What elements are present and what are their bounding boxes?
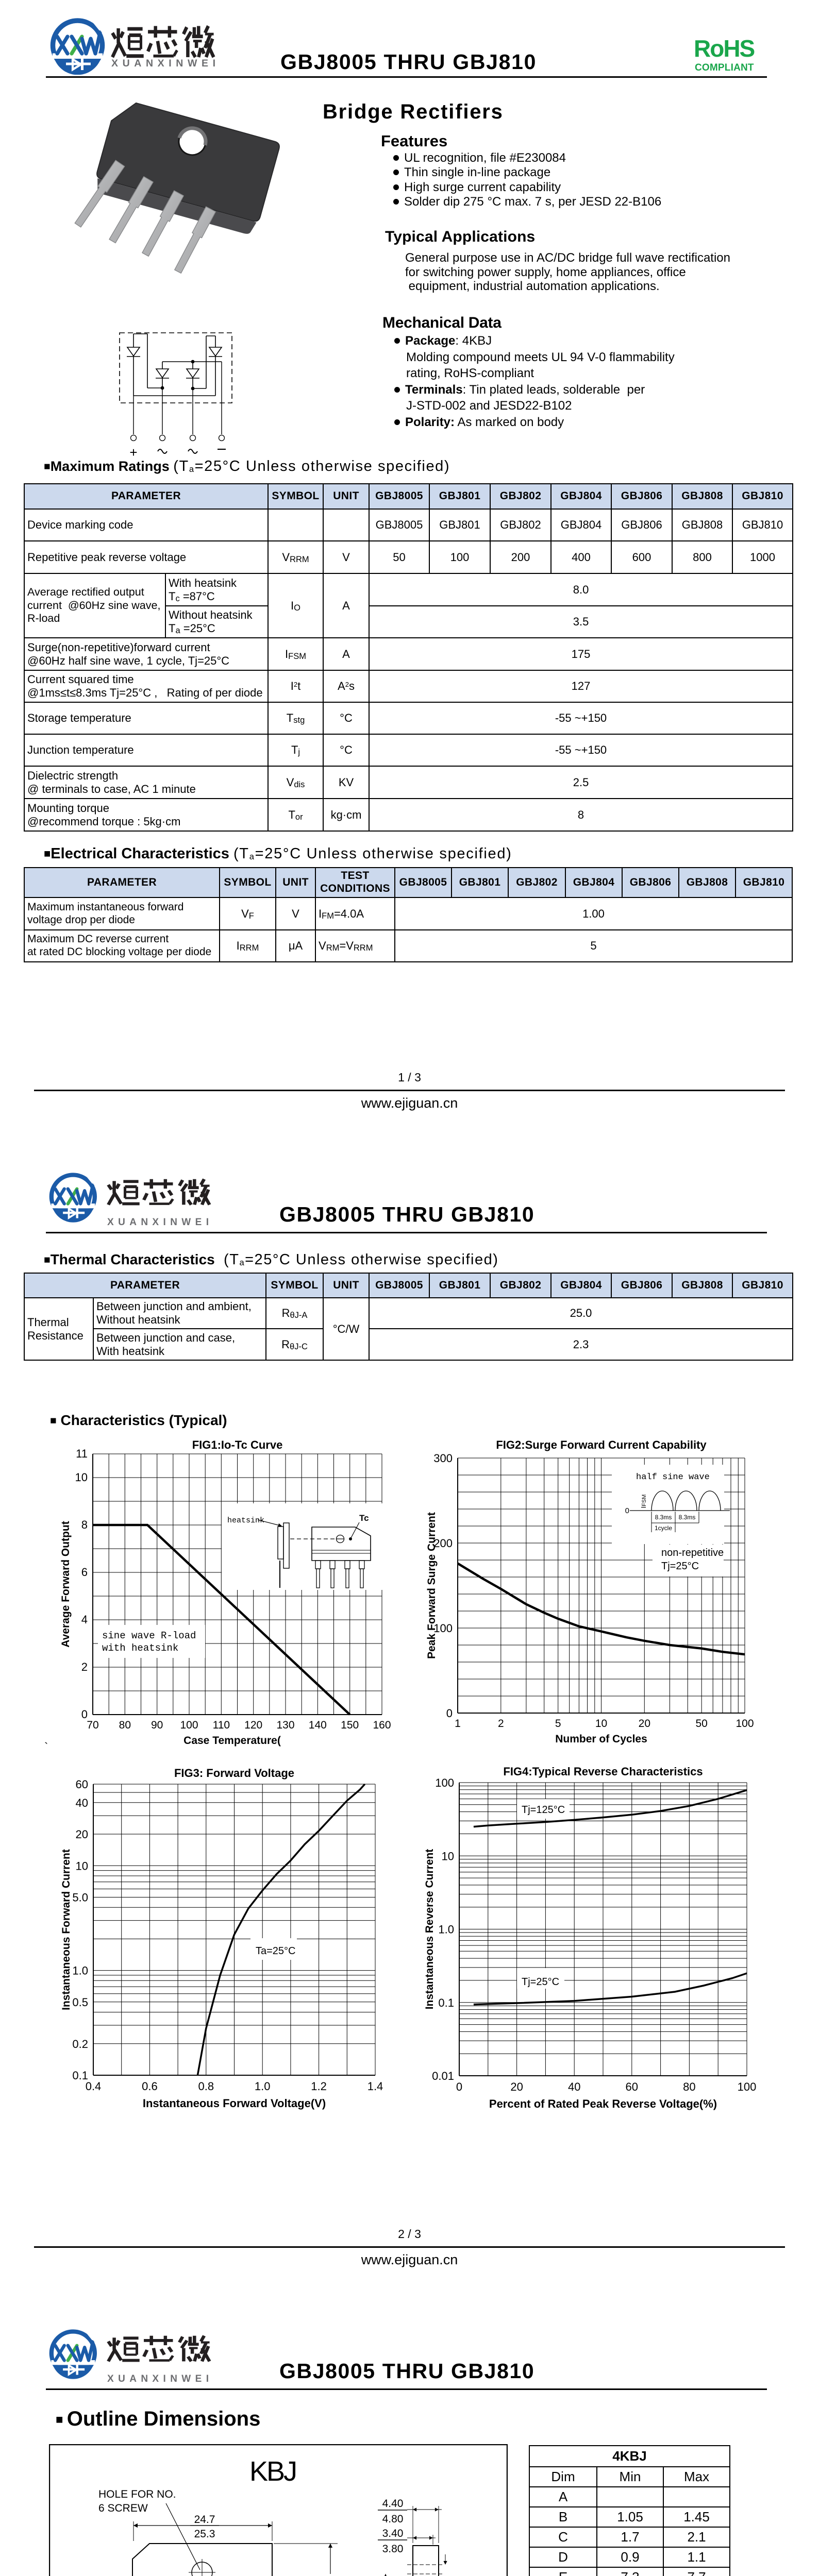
svg-text:FIG1:Io-Tc Curve: FIG1:Io-Tc Curve	[192, 1438, 283, 1451]
svg-text:0: 0	[625, 1506, 629, 1515]
svg-text:80: 80	[119, 1719, 131, 1731]
svg-text:130: 130	[276, 1719, 294, 1731]
svg-text:140: 140	[309, 1719, 327, 1731]
svg-text:FIG2:Surge Forward Current Cap: FIG2:Surge Forward Current Capability	[496, 1438, 707, 1451]
svg-text:1.2: 1.2	[311, 2080, 327, 2093]
svg-text:8.3ms: 8.3ms	[679, 1514, 696, 1521]
svg-text:100: 100	[433, 1622, 453, 1635]
svg-text:25.3: 25.3	[194, 2528, 215, 2540]
svg-text:IFSM: IFSM	[640, 1495, 647, 1509]
svg-text:40: 40	[76, 1797, 88, 1809]
svg-text:1.0: 1.0	[255, 2080, 271, 2093]
svg-text:100: 100	[180, 1719, 198, 1731]
svg-text:6: 6	[81, 1566, 88, 1579]
svg-text:Instantaneous Forward Current: Instantaneous Forward Current	[60, 1849, 72, 2010]
svg-text:Average Forward Output: Average Forward Output	[60, 1521, 72, 1647]
svg-text:Tj=25°C: Tj=25°C	[522, 1976, 559, 1988]
svg-text:50: 50	[695, 1718, 707, 1730]
svg-text:0: 0	[446, 1707, 453, 1720]
svg-text:0: 0	[81, 1708, 88, 1721]
svg-text:Percent of Rated Peak Reverse: Percent of Rated Peak Reverse Voltage(%)	[489, 2097, 717, 2110]
svg-text:Number of Cycles: Number of Cycles	[555, 1733, 647, 1745]
svg-text:FIG4:Typical Reverse Character: FIG4:Typical Reverse Characteristics	[503, 1765, 703, 1778]
svg-text:150: 150	[341, 1719, 359, 1731]
svg-text:90: 90	[151, 1719, 163, 1731]
svg-text:14.7: 14.7	[320, 2575, 341, 2576]
svg-text:Case Temperature(: Case Temperature(	[183, 1735, 281, 1747]
svg-text:0.4: 0.4	[86, 2080, 102, 2093]
svg-text:Tc: Tc	[359, 1513, 369, 1523]
svg-text:XUANXINWEI: XUANXINWEI	[107, 1217, 213, 1228]
svg-text:2: 2	[498, 1718, 504, 1730]
svg-text:0.8: 0.8	[198, 2080, 214, 2093]
svg-text:+: +	[129, 445, 137, 460]
svg-text:10: 10	[442, 1850, 454, 1862]
svg-text:200: 200	[433, 1537, 453, 1550]
svg-text:5: 5	[555, 1718, 561, 1730]
svg-text:0.6: 0.6	[142, 2080, 158, 2093]
svg-text:1.0: 1.0	[438, 1923, 454, 1936]
svg-text:HOLE FOR NO.: HOLE FOR NO.	[98, 2488, 176, 2500]
svg-text:20: 20	[639, 1718, 650, 1730]
svg-text:70: 70	[87, 1719, 98, 1731]
svg-text:Instantaneous Reverse Current: Instantaneous Reverse Current	[424, 1849, 436, 2010]
svg-text:6 SCREW: 6 SCREW	[98, 2502, 148, 2514]
svg-text:20: 20	[510, 2080, 523, 2093]
svg-text:3.40: 3.40	[382, 2528, 404, 2539]
svg-text:1.0: 1.0	[72, 1964, 88, 1977]
svg-text:4: 4	[81, 1613, 88, 1626]
svg-text:XUANXINWEI: XUANXINWEI	[107, 2374, 213, 2384]
svg-text:60: 60	[626, 2080, 638, 2093]
svg-text:100: 100	[435, 1776, 454, 1789]
svg-text:Tj=125°C: Tj=125°C	[522, 1804, 565, 1816]
svg-text:3.80: 3.80	[382, 2543, 404, 2555]
svg-text:Peak Forward Surge Current: Peak Forward Surge Current	[426, 1512, 438, 1659]
svg-text:11: 11	[76, 1447, 88, 1460]
svg-text:with heatsink: with heatsink	[102, 1642, 178, 1654]
svg-text:160: 160	[373, 1719, 391, 1731]
svg-text:5.0: 5.0	[72, 1891, 88, 1904]
svg-text:0.01: 0.01	[432, 2070, 454, 2082]
svg-text:Tj=25°C: Tj=25°C	[661, 1561, 699, 1572]
svg-text:sine wave R-load: sine wave R-load	[102, 1630, 196, 1641]
svg-text:24.7: 24.7	[194, 2514, 215, 2526]
svg-text:110: 110	[213, 1719, 230, 1731]
svg-text:half sine wave: half sine wave	[636, 1472, 710, 1482]
svg-text:4.80: 4.80	[382, 2513, 404, 2525]
svg-text:2: 2	[81, 1660, 88, 1673]
svg-text:FIG3: Forward Voltage: FIG3: Forward Voltage	[174, 1767, 294, 1780]
svg-text:120: 120	[244, 1719, 262, 1731]
svg-text:60: 60	[76, 1778, 88, 1791]
svg-text:300: 300	[433, 1452, 453, 1465]
svg-text:Instantaneous Forward Voltage(: Instantaneous Forward Voltage(V)	[143, 2097, 326, 2110]
svg-text:8.3ms: 8.3ms	[655, 1514, 672, 1521]
svg-text:100: 100	[738, 2080, 757, 2093]
svg-text:0.1: 0.1	[72, 2069, 88, 2082]
svg-text:0.2: 0.2	[72, 2038, 88, 2050]
svg-text:0: 0	[456, 2080, 462, 2093]
svg-text:40: 40	[568, 2080, 580, 2093]
svg-text:1: 1	[455, 1718, 461, 1730]
svg-text:KBJ: KBJ	[249, 2456, 296, 2487]
svg-text:0.1: 0.1	[438, 1996, 454, 2009]
svg-text:1cycle: 1cycle	[655, 1524, 672, 1532]
svg-text:Ta=25°C: Ta=25°C	[256, 1945, 296, 1957]
svg-text:100: 100	[736, 1718, 754, 1730]
svg-text:10: 10	[76, 1859, 88, 1872]
svg-text:heatsink: heatsink	[227, 1516, 264, 1525]
svg-text:1.4: 1.4	[367, 2080, 383, 2093]
svg-text:80: 80	[683, 2080, 695, 2093]
svg-text:10: 10	[595, 1718, 607, 1730]
svg-text:XUANXINWEI: XUANXINWEI	[111, 58, 220, 69]
svg-text:8: 8	[81, 1518, 88, 1531]
svg-text:non-repetitive: non-repetitive	[661, 1547, 724, 1558]
svg-text:10: 10	[75, 1471, 88, 1484]
svg-text:20: 20	[76, 1828, 88, 1841]
svg-text:0.5: 0.5	[72, 1996, 88, 2009]
svg-text:4.40: 4.40	[382, 2498, 404, 2510]
